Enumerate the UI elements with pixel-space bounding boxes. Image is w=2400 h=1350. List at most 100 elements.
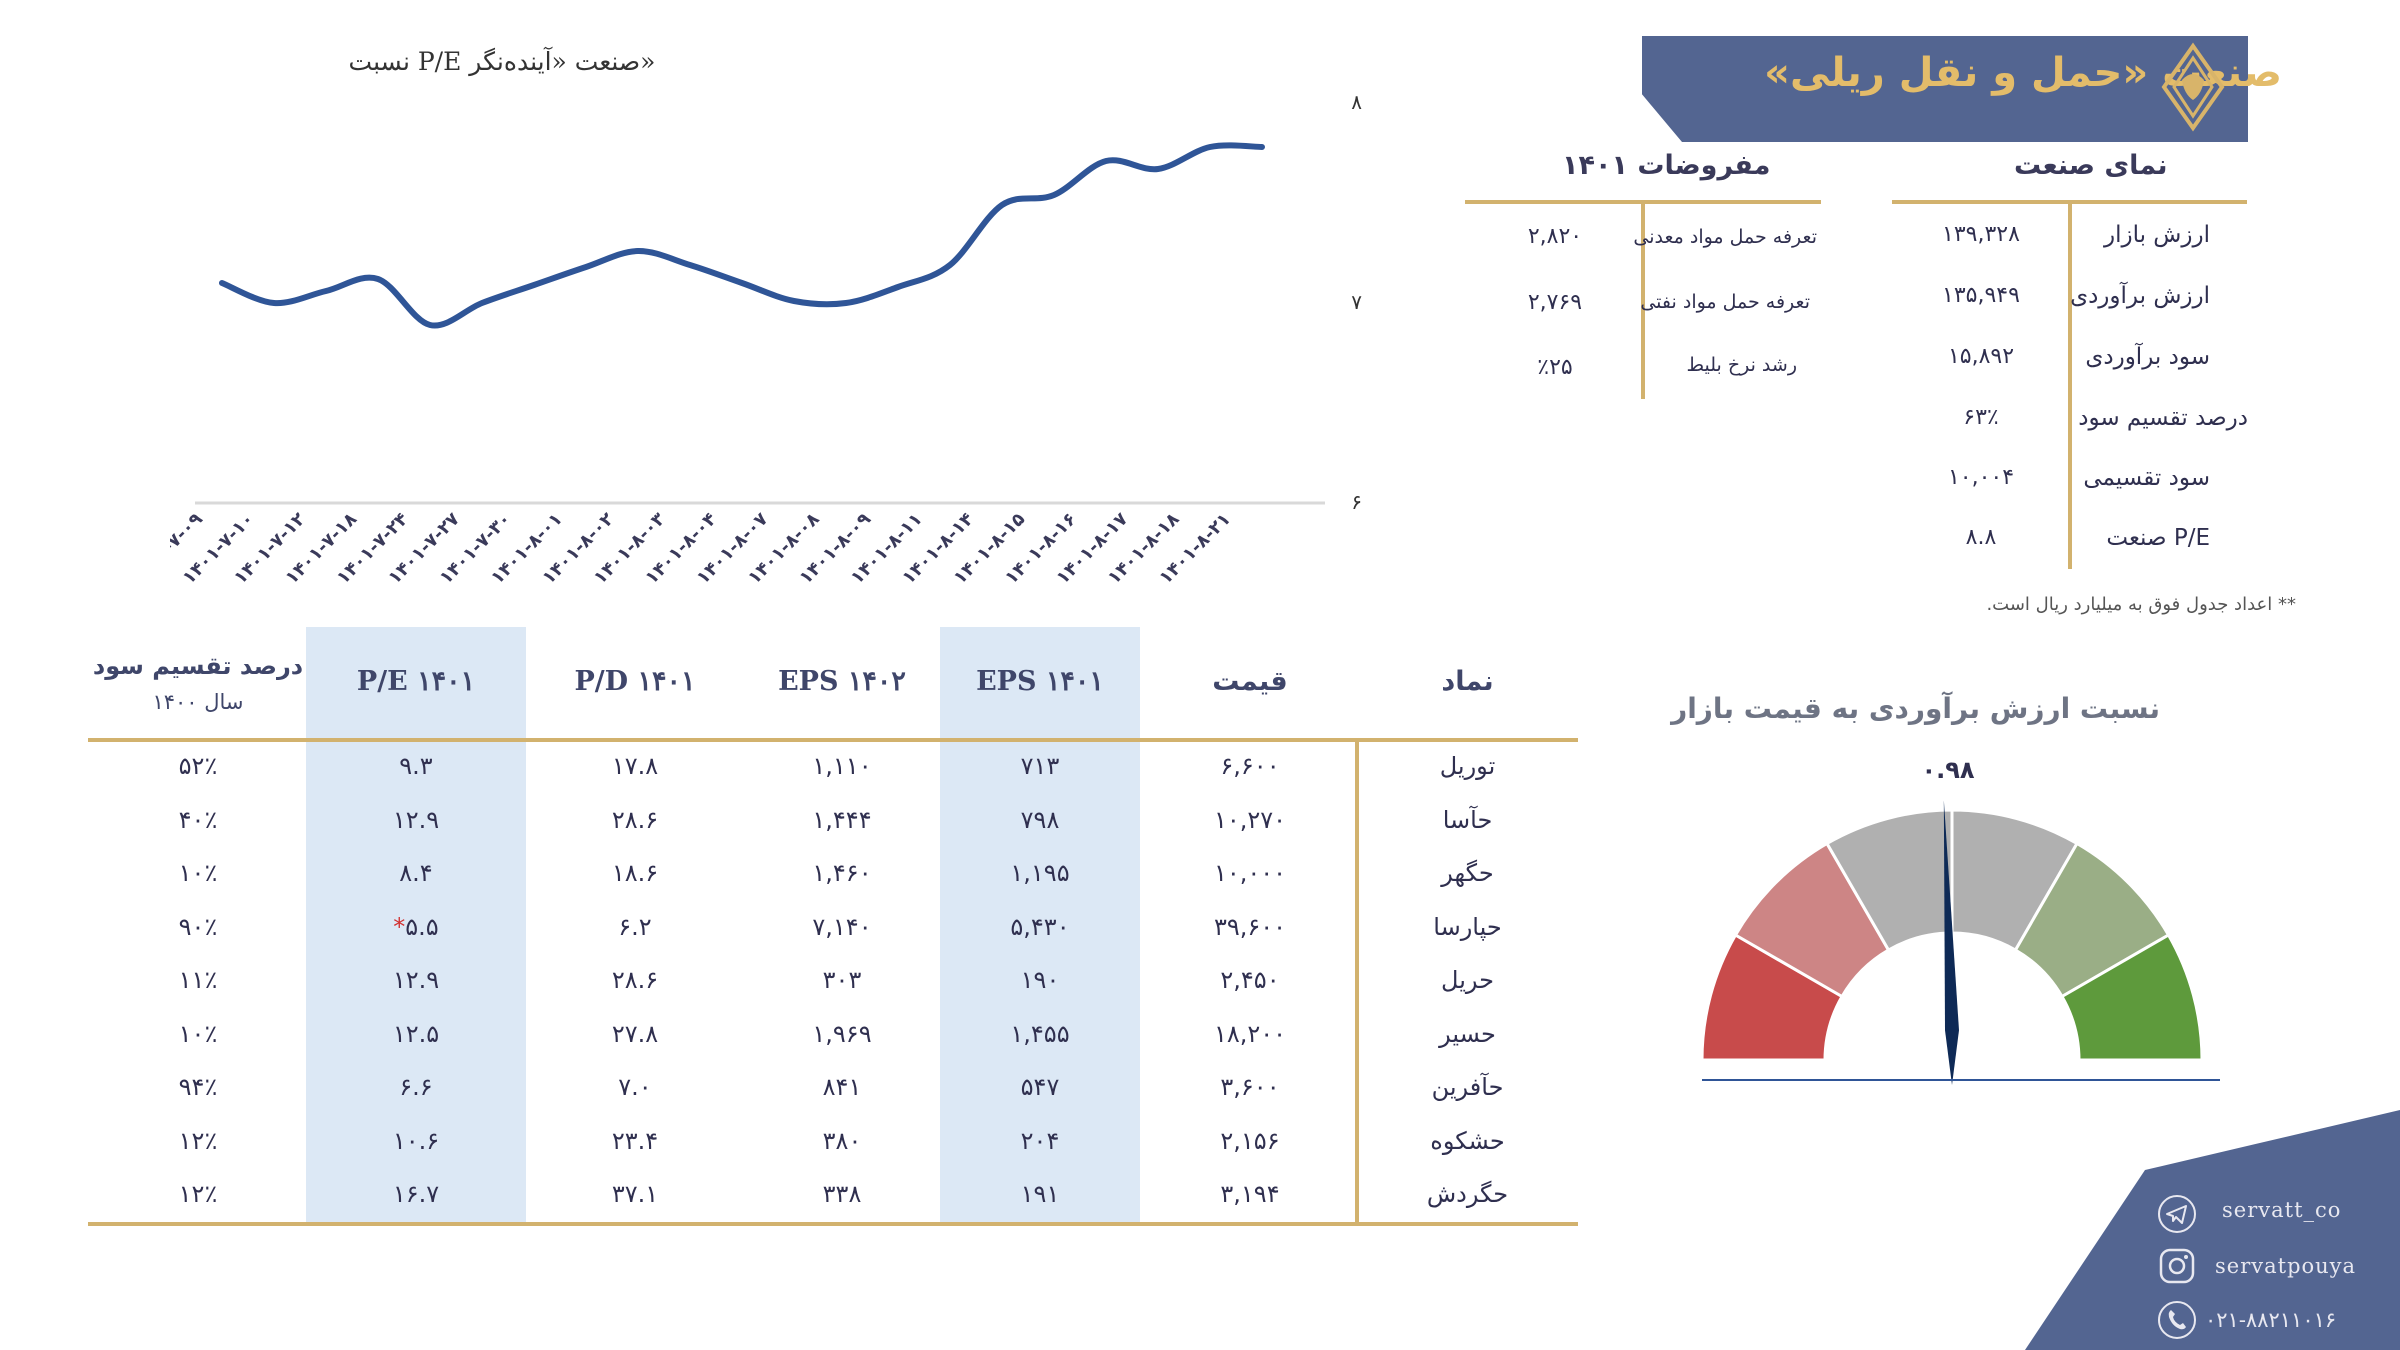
- instagram-icon[interactable]: [2157, 1246, 2197, 1286]
- header-price: قیمت: [1212, 666, 1288, 697]
- footnote-star: *: [393, 912, 406, 941]
- cell-eps1402: ۳۸۰: [822, 1126, 862, 1155]
- cell-symbol: حشکوه: [1430, 1126, 1505, 1155]
- cell-symbol: حپارسا: [1433, 912, 1502, 941]
- cell-pe1401: *۵.۵: [306, 913, 526, 941]
- cell-pe1401: ۹.۳: [399, 752, 433, 780]
- company-logo-icon: [2161, 42, 2225, 132]
- header-symbol: نماد: [1441, 666, 1494, 697]
- overview-value: ۱۳۹,۳۲۸: [1942, 222, 2020, 247]
- cell-eps1401: ۱۹۱: [1020, 1180, 1060, 1208]
- cell-eps1402: ۷,۱۴۰: [812, 912, 872, 941]
- overview-label: سود تقسیمی: [2083, 465, 2210, 491]
- cell-eps1402: ۳۰۳: [822, 966, 862, 994]
- cell-price: ۳,۶۰۰: [1220, 1073, 1280, 1101]
- cell-pd1401: ۲۷.۸: [611, 1019, 659, 1048]
- cell-eps1401: ۱۹۰: [1020, 966, 1060, 994]
- cell-eps1401: ۲۰۴: [1020, 1126, 1060, 1155]
- series-line: [219, 142, 1265, 329]
- cell-dps: ۱۲٪: [178, 1126, 218, 1155]
- cell-eps1401: ۱,۴۵۵: [1010, 1019, 1070, 1048]
- cell-dps: ۱۱٪: [178, 966, 218, 994]
- y-tick-label: ۷: [1351, 290, 1362, 314]
- cell-pe1401: ۶.۶: [399, 1073, 433, 1101]
- table-top-rule: [88, 738, 1578, 742]
- cell-eps1401: ۵۴۷: [1020, 1073, 1060, 1101]
- cell-price: ۱۸,۲۰۰: [1213, 1019, 1287, 1048]
- overview-rule: [1892, 200, 2247, 204]
- cell-pd1401: ۳۷.۱: [611, 1180, 659, 1208]
- table-bottom-rule: [88, 1222, 1578, 1226]
- assumption-value: ۲,۷۶۹: [1527, 290, 1583, 315]
- overview-label: سود برآوردی: [2085, 344, 2210, 370]
- cell-dps: ۵۲٪: [178, 752, 218, 780]
- overview-value: ۶۳٪: [1963, 405, 1999, 430]
- overview-value: ۱۰,۰۰۴: [1947, 465, 2015, 490]
- cell-price: ۱۰,۰۰۰: [1213, 859, 1287, 887]
- cell-pe1401: ۱۲.۵: [392, 1019, 440, 1048]
- cell-pe1401: ۱۲.۹: [392, 805, 440, 834]
- overview-label: P/E صنعت: [2106, 525, 2210, 551]
- cell-eps1401: ۵,۴۳۰: [1010, 912, 1070, 941]
- cell-eps1402: ۳۳۸: [822, 1180, 862, 1208]
- cell-symbol: حریل: [1441, 966, 1494, 994]
- assumption-label: تعرفه حمل مواد نفتی: [1640, 291, 1810, 313]
- overview-label: ارزش بازار: [2103, 222, 2210, 248]
- cell-dps: ۴۰٪: [178, 805, 218, 834]
- instagram-handle[interactable]: servatpouya: [2215, 1254, 2357, 1278]
- overview-divider: [2068, 204, 2072, 569]
- cell-eps1401: ۷۱۳: [1020, 752, 1060, 780]
- highlight-column-eps1401: [940, 627, 1140, 1222]
- cell-pd1401: ۲۳.۴: [611, 1126, 659, 1155]
- cell-pd1401: ۶.۲: [618, 912, 652, 941]
- telegram-icon[interactable]: [2157, 1194, 2197, 1234]
- cell-price: ۱۰,۲۷۰: [1213, 805, 1287, 834]
- cell-pe1401: ۱۰.۶: [392, 1126, 440, 1155]
- overview-label: ارزش برآوردی: [2070, 283, 2210, 309]
- header-pd1401: P/D ۱۴۰۱: [574, 666, 696, 697]
- cell-dps: ۹۰٪: [178, 912, 218, 941]
- cell-eps1402: ۱,۴۴۴: [812, 805, 872, 834]
- cell-eps1402: ۱,۱۱۰: [812, 752, 872, 780]
- cell-symbol: توریل: [1439, 752, 1496, 780]
- cell-symbol: حسیر: [1439, 1019, 1496, 1048]
- overview-value: ۱۳۵,۹۴۹: [1942, 283, 2020, 308]
- assumption-label: رشد نرخ بلیط: [1686, 354, 1797, 376]
- gauge-segment: [2059, 932, 2204, 1062]
- gauge-value-label: ۰.۹۸: [1921, 756, 1974, 784]
- cell-symbol: حگردش: [1426, 1180, 1509, 1208]
- telegram-handle[interactable]: servatt_co: [2222, 1198, 2342, 1222]
- cell-eps1401: ۱,۱۹۵: [1010, 859, 1070, 887]
- cell-pd1401: ۲۸.۶: [611, 966, 659, 994]
- gauge-needle: [1943, 800, 1959, 1085]
- assumptions-divider: [1641, 204, 1645, 399]
- cell-pd1401: ۷.۰: [618, 1073, 652, 1101]
- header-eps1401: EPS ۱۴۰۱: [976, 666, 1104, 697]
- assumption-value: ۲,۸۲۰: [1527, 224, 1583, 249]
- phone-number[interactable]: ۰۲۱-۸۸۲۱۱۰۱۶: [2205, 1308, 2337, 1332]
- assumptions-title: مفروضات ۱۴۰۱: [1562, 150, 1771, 181]
- cell-pd1401: ۱۸.۶: [611, 859, 659, 887]
- cell-pe1401: ۱۲.۹: [392, 966, 440, 994]
- assumption-value: ٪۲۵: [1537, 355, 1573, 380]
- cell-dps: ۱۲٪: [178, 1180, 218, 1208]
- cell-value: ۵.۵: [405, 912, 439, 941]
- header-banner: [1642, 36, 2248, 142]
- overview-value: ۸.۸: [1965, 525, 1997, 550]
- cell-pd1401: ۱۷.۸: [611, 752, 659, 780]
- cell-dps: ۱۰٪: [178, 1019, 218, 1048]
- header-dps: درصد تقسیم سود: [92, 652, 304, 680]
- cell-symbol: حآفرین: [1431, 1073, 1504, 1101]
- cell-eps1402: ۱,۹۶۹: [812, 1019, 872, 1048]
- cell-dps: ۹۴٪: [178, 1073, 218, 1101]
- cell-pd1401: ۲۸.۶: [611, 805, 659, 834]
- header-eps1402: EPS ۱۴۰۲: [778, 666, 906, 697]
- cell-price: ۳,۱۹۴: [1220, 1180, 1280, 1208]
- cell-symbol: حگهر: [1441, 859, 1494, 887]
- cell-dps: ۱۰٪: [178, 859, 218, 887]
- phone-icon[interactable]: [2157, 1300, 2197, 1340]
- valuation-gauge: ۰.۹۸: [1700, 756, 2220, 1085]
- pe-line-chart: نسبت P/E صنعت «آینده‌نگر» ۶۷۸ ۱۴۰۱-۷-۲۱۴…: [170, 46, 1362, 588]
- highlight-column-pe: [306, 627, 526, 1222]
- header-pe1401: P/E ۱۴۰۱: [356, 666, 476, 697]
